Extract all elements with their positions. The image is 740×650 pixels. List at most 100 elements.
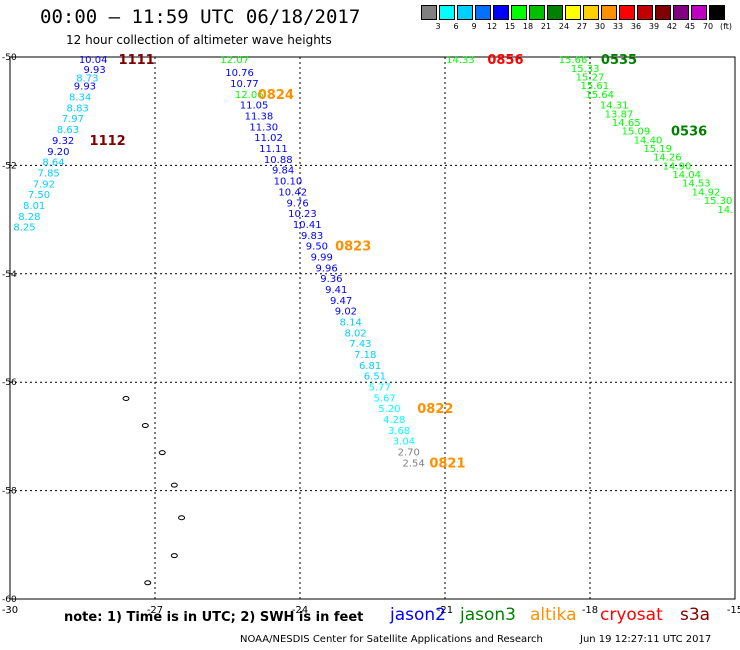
lon-tick-label: -30 xyxy=(2,605,18,616)
wave-height-value: 9.20 xyxy=(47,147,69,158)
wave-height-value: 14.92 xyxy=(692,187,721,198)
color-swatch xyxy=(691,5,707,20)
page-title: 00:00 – 11:59 UTC 06/18/2017 xyxy=(40,6,361,28)
color-swatch xyxy=(475,5,491,20)
wave-height-value: 4.28 xyxy=(383,415,405,426)
wave-height-value: 6.81 xyxy=(359,361,381,372)
color-swatch xyxy=(457,5,473,20)
wave-height-value: 14.40 xyxy=(634,135,663,146)
wave-height-value: 8.14 xyxy=(340,317,362,328)
wave-height-value: 9.41 xyxy=(325,285,347,296)
wave-height-value: 15.33 xyxy=(571,64,600,75)
wave-height-value: 7.92 xyxy=(33,179,55,190)
lon-tick-label: -18 xyxy=(582,605,598,616)
credit-line: NOAA/NESDIS Center for Satellite Applica… xyxy=(240,634,543,645)
color-scale-label: 6 xyxy=(453,22,459,31)
color-scale-label: 30 xyxy=(594,22,606,31)
wave-height-value: 9.50 xyxy=(306,242,328,253)
legend-cryosat: cryosat xyxy=(600,605,663,625)
color-swatch xyxy=(529,5,545,20)
footnote: note: 1) Time is in UTC; 2) SWH is in fe… xyxy=(64,610,364,625)
wave-height-value: 14.31 xyxy=(600,101,629,112)
wave-height-value: 9.99 xyxy=(311,252,333,263)
pass-time-label: 0856 xyxy=(487,53,523,68)
color-swatch xyxy=(601,5,617,20)
wave-height-value: 8.83 xyxy=(67,103,89,114)
island-outline xyxy=(158,450,166,456)
color-swatch xyxy=(493,5,509,20)
wave-height-value: 14.26 xyxy=(653,153,682,164)
lon-tick-label: -21 xyxy=(437,605,453,616)
color-swatch xyxy=(709,5,725,20)
color-scale-label: 45 xyxy=(684,22,696,31)
wave-height-value: 8.64 xyxy=(42,158,64,169)
lon-tick-label: -24 xyxy=(292,605,308,616)
wave-height-value: 2.70 xyxy=(398,448,420,459)
map-frame xyxy=(9,56,736,600)
wave-height-value: 9.93 xyxy=(83,65,105,76)
wave-height-value: 9.36 xyxy=(320,274,342,285)
color-scale-label: 21 xyxy=(540,22,552,31)
lat-tick-label: -56 xyxy=(2,378,17,388)
wave-height-value: 14.65 xyxy=(612,118,641,129)
wave-height-value: 15.30 xyxy=(704,196,733,207)
wave-height-value: 5.20 xyxy=(378,404,400,415)
color-swatch xyxy=(637,5,653,20)
pass-time-label: 0535 xyxy=(601,53,637,68)
legend-jason3: jason3 xyxy=(460,605,516,625)
pass-time-label: 1112 xyxy=(90,134,126,149)
wave-height-value: 12.06 xyxy=(235,90,264,101)
wave-height-value: 7.50 xyxy=(28,190,50,201)
color-scale-label: 9 xyxy=(471,22,477,31)
wave-height-value: 11.30 xyxy=(249,122,278,133)
wave-height-value: 8.02 xyxy=(344,328,366,339)
wave-height-value: 8.63 xyxy=(57,125,79,136)
wave-height-value: 8.01 xyxy=(23,201,45,212)
wave-height-value: 3.68 xyxy=(388,426,410,437)
wave-height-value: 15.19 xyxy=(643,144,672,155)
color-swatch xyxy=(619,5,635,20)
color-swatch xyxy=(421,5,437,20)
color-scale-label: 42 xyxy=(666,22,678,31)
wave-height-value: 10.88 xyxy=(264,155,293,166)
wave-height-value: 9.47 xyxy=(330,296,352,307)
island-outline xyxy=(178,515,186,521)
wave-height-value: 9.96 xyxy=(315,263,337,274)
pass-time-label: 0536 xyxy=(671,125,707,140)
pass-time-label: 0822 xyxy=(417,402,453,417)
wave-height-value: 7.85 xyxy=(38,168,60,179)
wave-height-value: 15.64 xyxy=(585,90,614,101)
color-swatch xyxy=(439,5,455,20)
wave-height-value: 2.54 xyxy=(402,458,424,469)
wave-height-value: 6.51 xyxy=(364,372,386,383)
color-swatch xyxy=(673,5,689,20)
color-swatch xyxy=(565,5,581,20)
wave-height-value: 9.83 xyxy=(301,231,323,242)
wave-height-value: 10.76 xyxy=(225,68,254,79)
wave-height-value: 15.66 xyxy=(559,55,588,66)
color-scale-label: 24 xyxy=(558,22,570,31)
wave-height-value: 13.87 xyxy=(605,109,634,120)
wave-height-value: 5.67 xyxy=(373,393,395,404)
wave-height-value: 11.02 xyxy=(254,133,283,144)
color-scale-label: 33 xyxy=(612,22,624,31)
wave-height-value: 9.76 xyxy=(286,198,308,209)
lat-tick-label: -58 xyxy=(2,487,17,497)
wave-height-value: 9.32 xyxy=(52,136,74,147)
wave-height-value: 14.04 xyxy=(672,170,701,181)
pass-time-label: 0823 xyxy=(335,240,371,255)
wave-height-value: 14.33 xyxy=(446,55,475,66)
color-swatch xyxy=(655,5,671,20)
wave-height-value: 14. xyxy=(717,205,733,216)
color-scale-label: 70 xyxy=(702,22,714,31)
wave-height-value: 10.77 xyxy=(230,79,259,90)
color-scale-label: (ft) xyxy=(719,22,733,31)
island-outline xyxy=(122,395,130,401)
lat-tick-label: -52 xyxy=(2,161,17,171)
wave-height-value: 10.41 xyxy=(293,220,322,231)
generation-date: Jun 19 12:27:11 UTC 2017 xyxy=(580,634,712,645)
island-outline xyxy=(170,482,178,488)
wave-height-value: 9.84 xyxy=(272,166,294,177)
color-swatch xyxy=(511,5,527,20)
